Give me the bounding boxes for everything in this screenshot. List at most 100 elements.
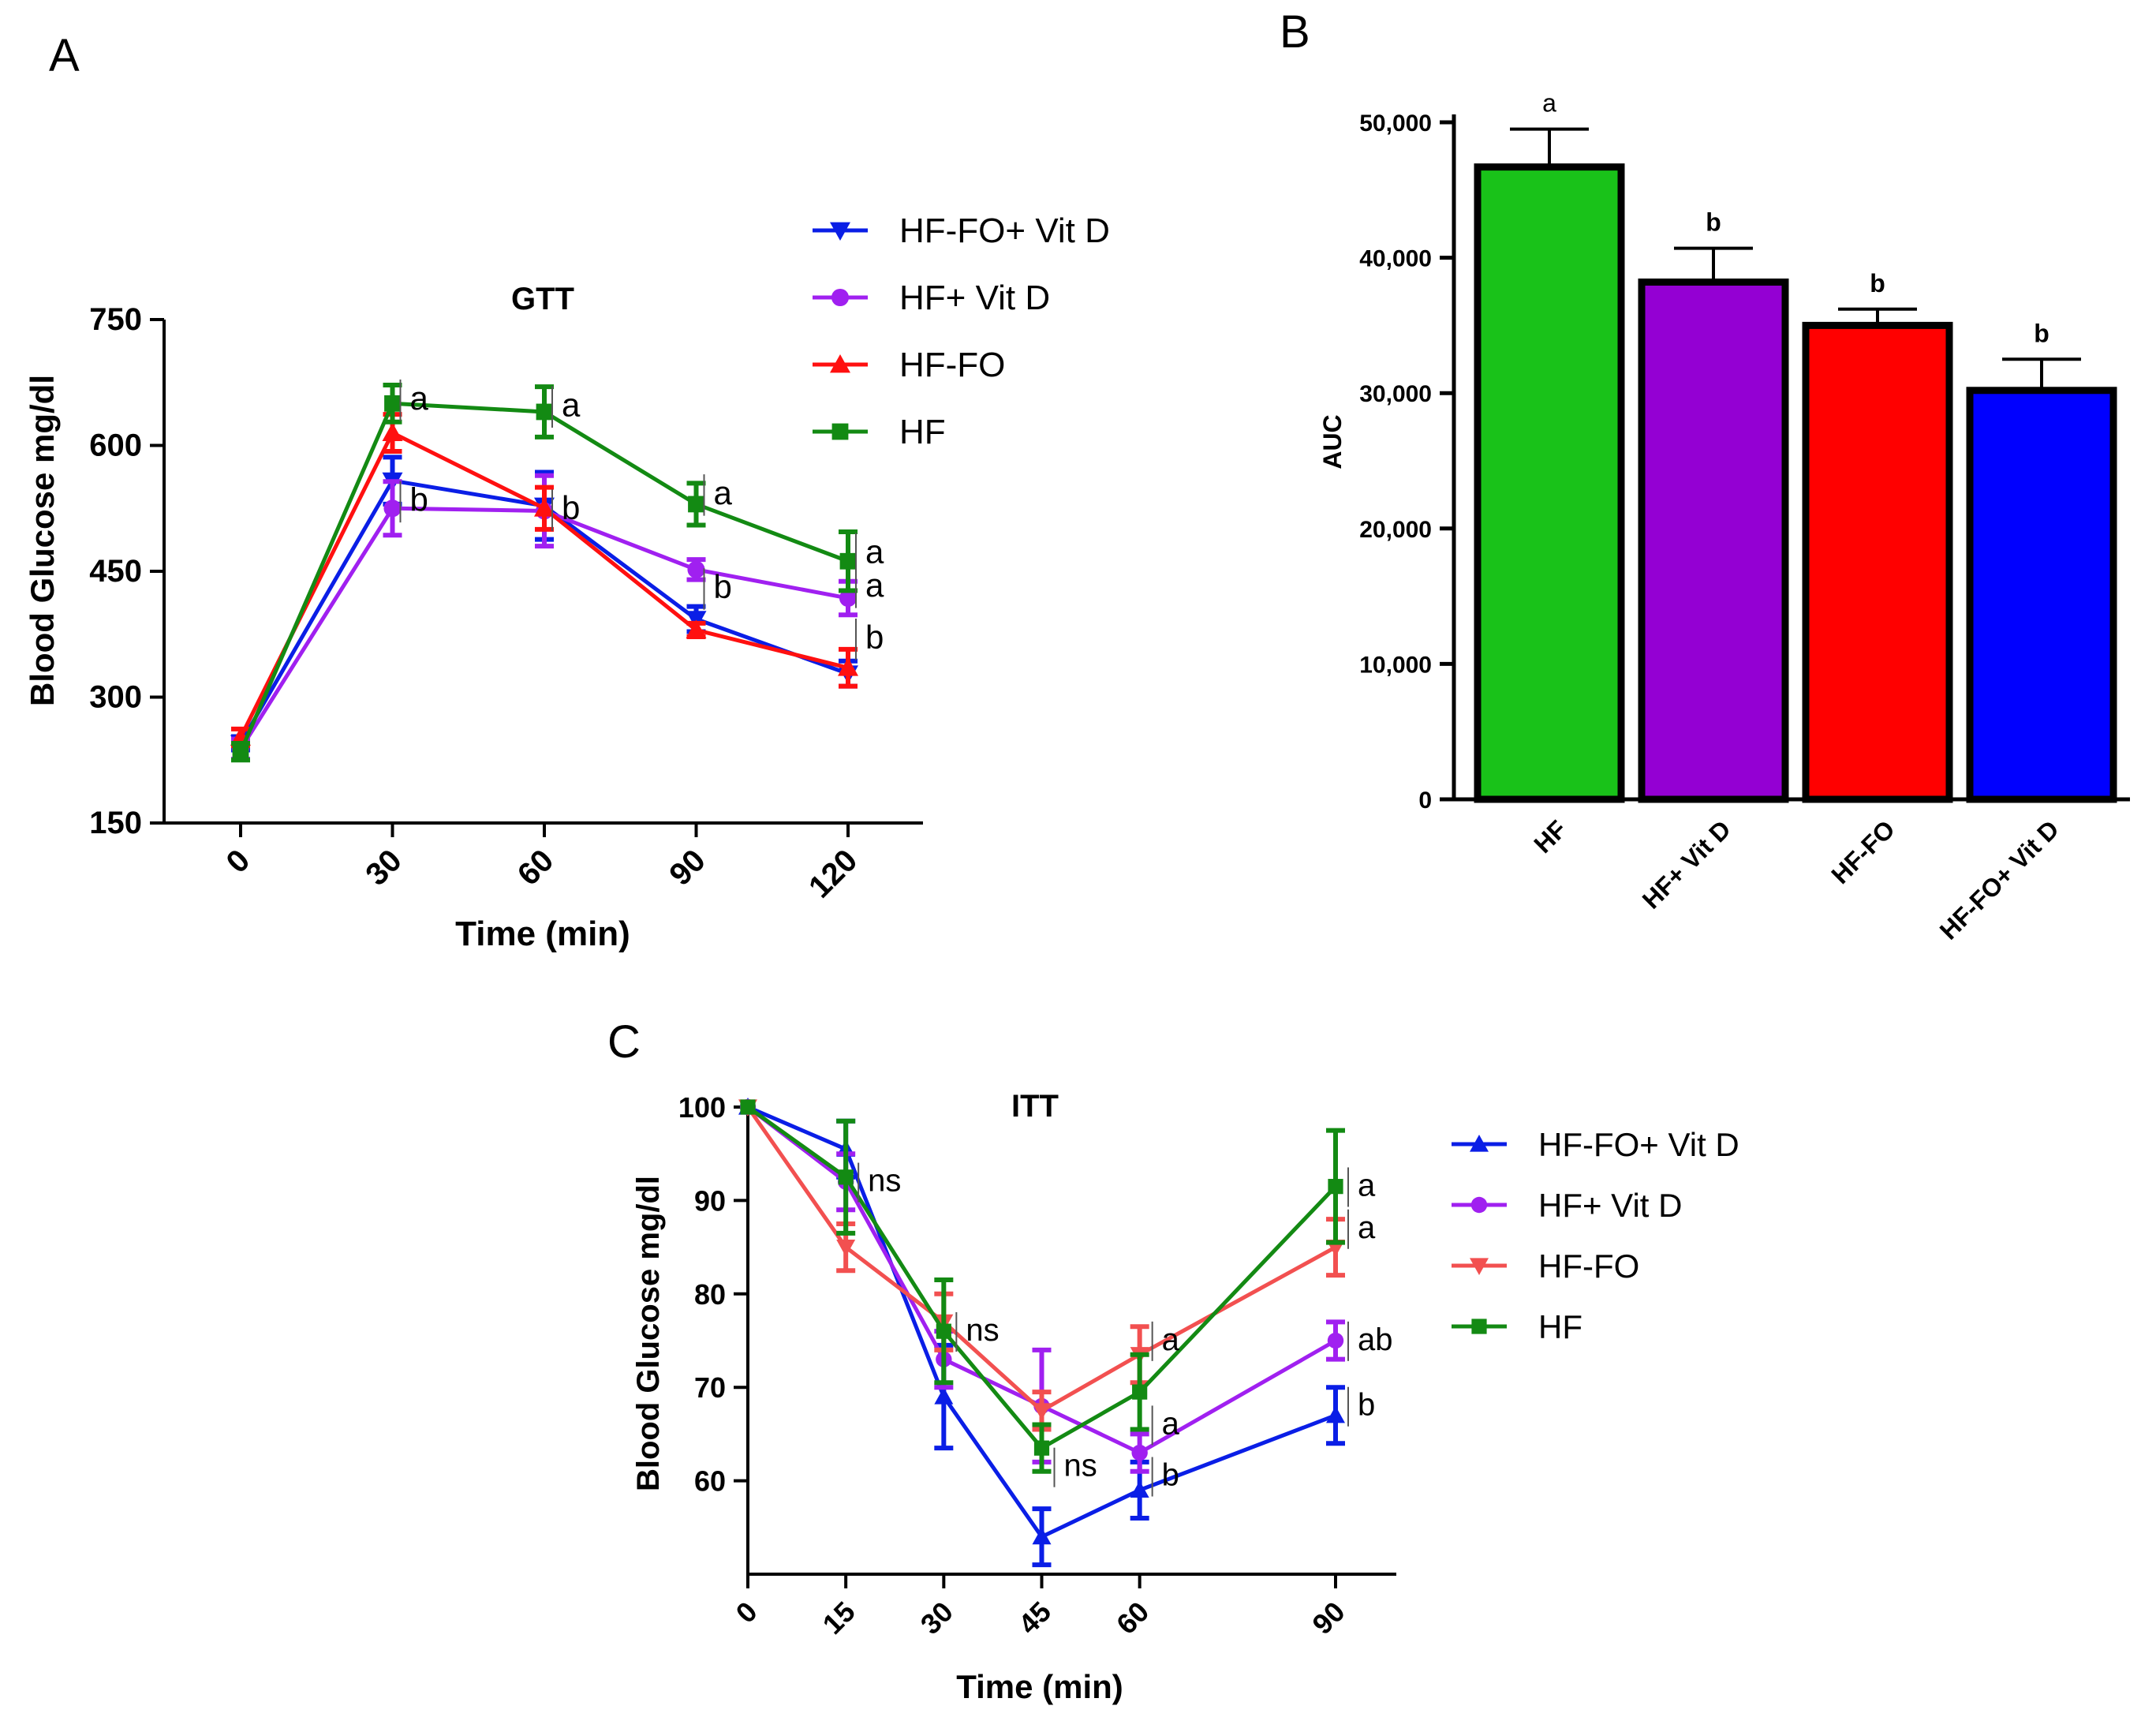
panel-b-category-label: HF-FO	[1825, 814, 1900, 889]
panel-a-annotation: b	[410, 481, 428, 518]
panel-a-annotation: b	[865, 619, 884, 656]
panel-b-y-tick-label: 20,000	[1359, 517, 1432, 543]
panel-c-legend-label: HF	[1538, 1308, 1582, 1345]
panel-a-annotation: a	[410, 380, 429, 417]
panel-c-legend-marker	[1470, 1258, 1489, 1275]
panel-a-legend-label: HF-FO+ Vit D	[899, 211, 1110, 250]
panel-b-ylabel: AUC	[1318, 414, 1347, 469]
panel-a-series-3	[231, 382, 858, 763]
panel-a-data-point	[687, 560, 705, 578]
panel-c-annotation: ab	[1358, 1322, 1393, 1357]
panel-c-title: ITT	[1011, 1089, 1059, 1124]
panel-c-legend: HF-FO+ Vit D HF+ Vit D HF-FO HF	[1452, 1126, 1739, 1345]
panel-b-bar	[1474, 163, 1625, 803]
panel-a-annotation: a	[865, 567, 884, 604]
panel-c-xlabel: Time (min)	[956, 1668, 1123, 1705]
panel-b-y-tick-label: 0	[1418, 787, 1432, 814]
panel-a-legend-marker	[831, 423, 849, 440]
panel-c-series-line	[746, 1105, 1337, 1451]
panel-c-annotation: a	[1162, 1322, 1180, 1357]
panel-c-legend-marker	[1470, 1196, 1488, 1214]
panel-b-y-tick-label: 30,000	[1359, 381, 1432, 407]
panel-a-y-tick-label: 300	[89, 680, 142, 715]
panel-c-annotation: ns	[966, 1313, 999, 1348]
panel-a-data-point	[382, 422, 403, 441]
panel-c-y-tick-label: 70	[694, 1371, 726, 1404]
panel-c-x-tick-label: 45	[1012, 1595, 1057, 1640]
panel-c-data-point	[1032, 1403, 1052, 1420]
panel-a-y-tick-label: 450	[89, 554, 142, 589]
panel-a-title: GTT	[511, 282, 574, 316]
panel-a-x-tick-label: 0	[220, 843, 257, 880]
panel-c-annotation: b	[1162, 1458, 1179, 1493]
panel-a-legend-label: HF-FO	[899, 346, 1005, 384]
panel-a-y-tick-label: 600	[89, 428, 142, 463]
panel-b-bars: a HF b HF+ Vit D b HF-FO b HF-FO+ Vit D	[1474, 89, 2117, 945]
panel-c-data-point	[1131, 1444, 1148, 1461]
panel-a-data-point	[839, 589, 858, 608]
panel-c-y-tick-label: 90	[694, 1184, 726, 1217]
panel-a-legend-label: HF+ Vit D	[899, 279, 1050, 317]
panel-a-data-point	[232, 743, 249, 761]
panel-c-data-point	[1326, 1405, 1345, 1423]
panel-c-x-tick-label: 15	[816, 1595, 861, 1640]
panel-a-x-tick-label: 30	[359, 843, 409, 892]
panel-c-data-point	[836, 1240, 856, 1257]
panel-a-y-tick-label: 750	[89, 302, 142, 337]
panel-a-series-2	[230, 412, 858, 749]
panel-b-auc-chart: B AUC 0 10,000 20,000 30,000 40,000 50,000 a H…	[1280, 6, 2130, 945]
panel-c-legend-label: HF-FO+ Vit D	[1538, 1126, 1739, 1163]
panel-c-x-tick-label: 90	[1306, 1595, 1351, 1640]
panel-c-series-line	[745, 1105, 1337, 1413]
panel-c-label: C	[607, 1016, 641, 1068]
panel-c-itt-chart: C ITT Blood Glucose mg/dl Time (min) 60 7…	[607, 1016, 1739, 1705]
panel-c-series-line	[747, 1105, 1336, 1539]
panel-c-data-point	[838, 1169, 854, 1185]
panel-a-x-tick-label: 120	[802, 843, 864, 904]
panel-b-category-label: HF-FO+ Vit D	[1934, 814, 2064, 945]
panel-c-x-tick-label: 60	[1110, 1595, 1155, 1640]
panel-a-label: A	[49, 30, 80, 81]
panel-a-data-point	[536, 403, 553, 421]
panel-c-legend-label: HF-FO	[1538, 1248, 1639, 1285]
panel-c-annotation: ns	[868, 1164, 901, 1199]
panel-c-annotation: ns	[1064, 1449, 1097, 1483]
panel-b-y-tick-label: 50,000	[1359, 110, 1432, 137]
panel-c-data-point	[1327, 1332, 1344, 1349]
panel-a-gtt-chart: A GTT Blood Glucose mg/dl Time (min) 150…	[24, 30, 1110, 953]
panel-c-y-tick-label: 100	[678, 1091, 726, 1124]
panel-a-data-point	[384, 395, 401, 412]
panel-c-legend-label: HF+ Vit D	[1538, 1187, 1682, 1224]
panel-b-category-label: HF	[1528, 814, 1572, 858]
panel-c-legend-marker	[1471, 1319, 1487, 1334]
panel-a-xlabel: Time (min)	[455, 915, 630, 953]
panel-a-series	[230, 382, 858, 763]
panel-a-x-tick-label: 90	[663, 843, 712, 892]
panel-a-legend: HF-FO+ Vit D HF+ Vit D HF-FO HF	[813, 211, 1110, 451]
panel-c-y-tick-label: 60	[694, 1465, 726, 1498]
panel-c-data-point	[1328, 1179, 1343, 1195]
panel-c-data-point	[1032, 1527, 1052, 1545]
panel-a-annotation: a	[562, 386, 581, 423]
panel-c-data-point	[1033, 1440, 1050, 1456]
panel-c-ylabel: Blood Glucose mg/dl	[631, 1176, 666, 1491]
panel-a-data-point	[688, 496, 704, 513]
panel-c-data-point	[740, 1099, 756, 1115]
panel-a-data-point	[686, 619, 707, 638]
panel-a-series-line	[238, 401, 849, 753]
panel-a-legend-marker	[831, 288, 850, 307]
panel-b-bar	[1966, 387, 2117, 803]
panel-c-annotation: a	[1358, 1168, 1376, 1203]
panel-c-data-point	[934, 1387, 954, 1405]
panel-c-legend-marker	[1470, 1135, 1489, 1152]
panel-a-data-point	[383, 499, 402, 518]
panel-a-annotation: b	[714, 568, 732, 605]
panel-a-ylabel: Blood Glucose mg/dl	[24, 375, 61, 706]
panel-c-annotation: a	[1358, 1210, 1376, 1245]
panel-b-sig-label: a	[1542, 89, 1556, 118]
panel-a-y-tick-label: 150	[89, 806, 142, 840]
panel-a-legend-label: HF	[899, 413, 946, 451]
